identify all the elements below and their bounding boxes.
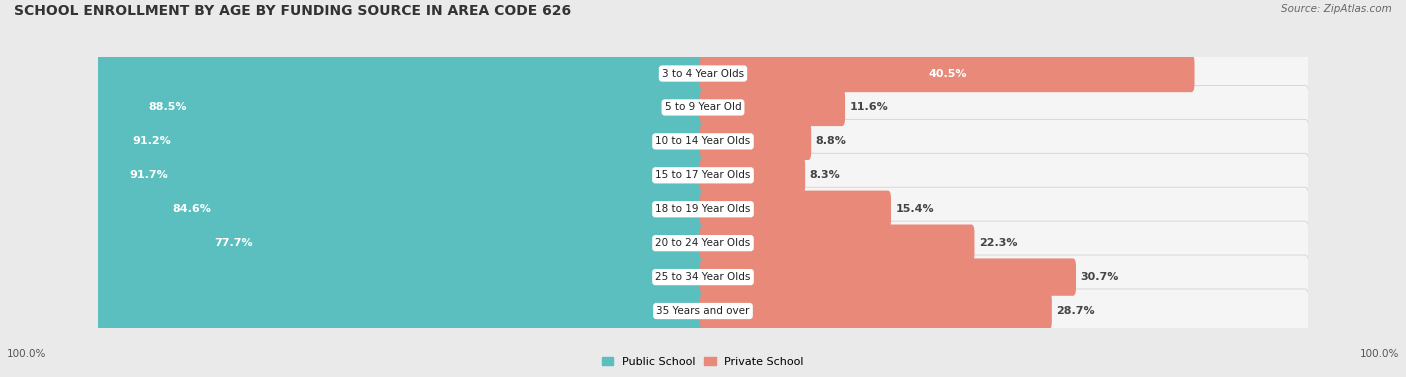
Text: 30.7%: 30.7% — [1080, 272, 1119, 282]
FancyBboxPatch shape — [0, 225, 706, 262]
Text: 91.7%: 91.7% — [129, 170, 167, 180]
Legend: Public School, Private School: Public School, Private School — [598, 352, 808, 371]
FancyBboxPatch shape — [700, 123, 811, 160]
Text: 8.8%: 8.8% — [815, 136, 846, 146]
Text: 100.0%: 100.0% — [1360, 349, 1399, 359]
Text: 77.7%: 77.7% — [214, 238, 253, 248]
Text: 100.0%: 100.0% — [7, 349, 46, 359]
Text: 15 to 17 Year Olds: 15 to 17 Year Olds — [655, 170, 751, 180]
Text: 15.4%: 15.4% — [896, 204, 934, 214]
FancyBboxPatch shape — [700, 293, 1052, 329]
Text: 25 to 34 Year Olds: 25 to 34 Year Olds — [655, 272, 751, 282]
Text: 22.3%: 22.3% — [979, 238, 1017, 248]
FancyBboxPatch shape — [97, 153, 1309, 198]
FancyBboxPatch shape — [97, 85, 1309, 130]
FancyBboxPatch shape — [97, 52, 1309, 95]
Text: 88.5%: 88.5% — [149, 103, 187, 112]
FancyBboxPatch shape — [0, 123, 706, 160]
FancyBboxPatch shape — [700, 259, 1076, 296]
FancyBboxPatch shape — [0, 55, 706, 92]
FancyBboxPatch shape — [700, 191, 891, 228]
FancyBboxPatch shape — [97, 120, 1309, 164]
Text: 84.6%: 84.6% — [172, 204, 211, 214]
FancyBboxPatch shape — [700, 55, 1195, 92]
FancyBboxPatch shape — [700, 225, 974, 262]
Text: SCHOOL ENROLLMENT BY AGE BY FUNDING SOURCE IN AREA CODE 626: SCHOOL ENROLLMENT BY AGE BY FUNDING SOUR… — [14, 4, 571, 18]
FancyBboxPatch shape — [0, 259, 706, 296]
Text: 8.3%: 8.3% — [810, 170, 841, 180]
Text: 28.7%: 28.7% — [1056, 306, 1095, 316]
Text: 20 to 24 Year Olds: 20 to 24 Year Olds — [655, 238, 751, 248]
FancyBboxPatch shape — [97, 187, 1309, 231]
Text: 40.5%: 40.5% — [928, 69, 967, 78]
Text: 5 to 9 Year Old: 5 to 9 Year Old — [665, 103, 741, 112]
FancyBboxPatch shape — [0, 89, 706, 126]
Text: 3 to 4 Year Olds: 3 to 4 Year Olds — [662, 69, 744, 78]
FancyBboxPatch shape — [97, 221, 1309, 265]
FancyBboxPatch shape — [0, 157, 706, 194]
Text: 18 to 19 Year Olds: 18 to 19 Year Olds — [655, 204, 751, 214]
Text: 10 to 14 Year Olds: 10 to 14 Year Olds — [655, 136, 751, 146]
FancyBboxPatch shape — [97, 255, 1309, 299]
Text: Source: ZipAtlas.com: Source: ZipAtlas.com — [1281, 4, 1392, 14]
FancyBboxPatch shape — [0, 191, 706, 228]
Text: 11.6%: 11.6% — [849, 103, 889, 112]
FancyBboxPatch shape — [700, 157, 806, 194]
FancyBboxPatch shape — [700, 89, 845, 126]
FancyBboxPatch shape — [0, 293, 706, 329]
FancyBboxPatch shape — [97, 289, 1309, 333]
Text: 91.2%: 91.2% — [132, 136, 172, 146]
Text: 35 Years and over: 35 Years and over — [657, 306, 749, 316]
